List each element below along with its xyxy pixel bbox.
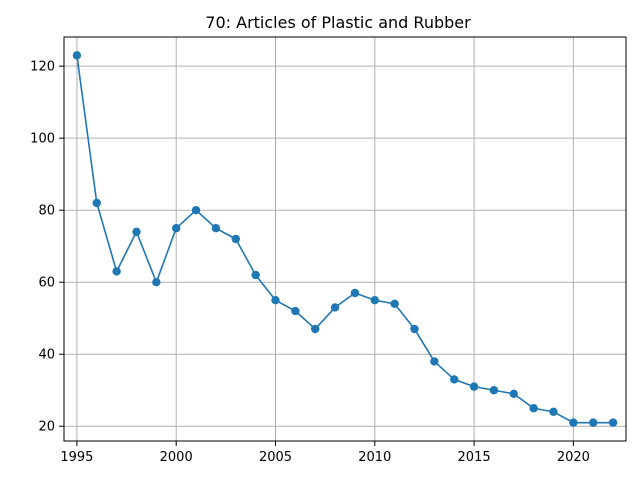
y-tick-label: 40 — [38, 348, 55, 363]
data-point — [529, 404, 538, 413]
data-point — [589, 418, 598, 427]
data-point — [172, 223, 181, 233]
data-point — [311, 324, 320, 334]
data-point — [390, 299, 399, 309]
data-point — [72, 51, 82, 60]
series-line — [76, 55, 614, 424]
data-point — [152, 278, 161, 287]
grid-lines — [64, 37, 626, 441]
plot-frame — [63, 36, 627, 442]
data-point — [569, 418, 578, 427]
data-point — [92, 198, 101, 208]
data-point — [450, 375, 459, 384]
y-axis: 20 40 60 80 100 120 — [30, 60, 64, 435]
data-point — [251, 270, 260, 280]
y-tick-label: 100 — [30, 132, 55, 147]
x-tick-label: 2010 — [358, 450, 391, 465]
data-point — [489, 386, 499, 395]
data-point — [350, 288, 360, 298]
x-tick-label: 2015 — [458, 450, 491, 465]
data-point — [370, 296, 379, 305]
data-point — [291, 306, 300, 316]
y-tick-label: 20 — [38, 420, 55, 435]
data-point — [549, 407, 558, 417]
data-point — [509, 389, 518, 399]
data-point — [112, 267, 121, 276]
y-tick-label: 80 — [38, 204, 55, 219]
x-axis: 1995 2000 2005 2010 2015 2020 — [60, 441, 590, 465]
data-point — [330, 303, 340, 312]
data-point — [231, 234, 240, 244]
x-tick-label: 2005 — [259, 450, 292, 465]
data-point — [271, 296, 280, 305]
chart-title: 70: Articles of Plastic and Rubber — [205, 13, 471, 32]
x-tick-label: 1995 — [60, 450, 93, 465]
data-point — [191, 205, 201, 215]
data-point — [430, 357, 439, 366]
data-point — [410, 324, 419, 334]
data-point — [211, 223, 221, 233]
data-point — [469, 382, 479, 391]
data-point — [132, 227, 141, 236]
y-tick-label: 120 — [30, 60, 55, 75]
y-tick-label: 60 — [38, 276, 55, 291]
series-group — [72, 51, 618, 427]
data-point — [608, 418, 618, 427]
x-tick-label: 2020 — [557, 450, 590, 465]
x-tick-label: 2000 — [160, 450, 193, 465]
